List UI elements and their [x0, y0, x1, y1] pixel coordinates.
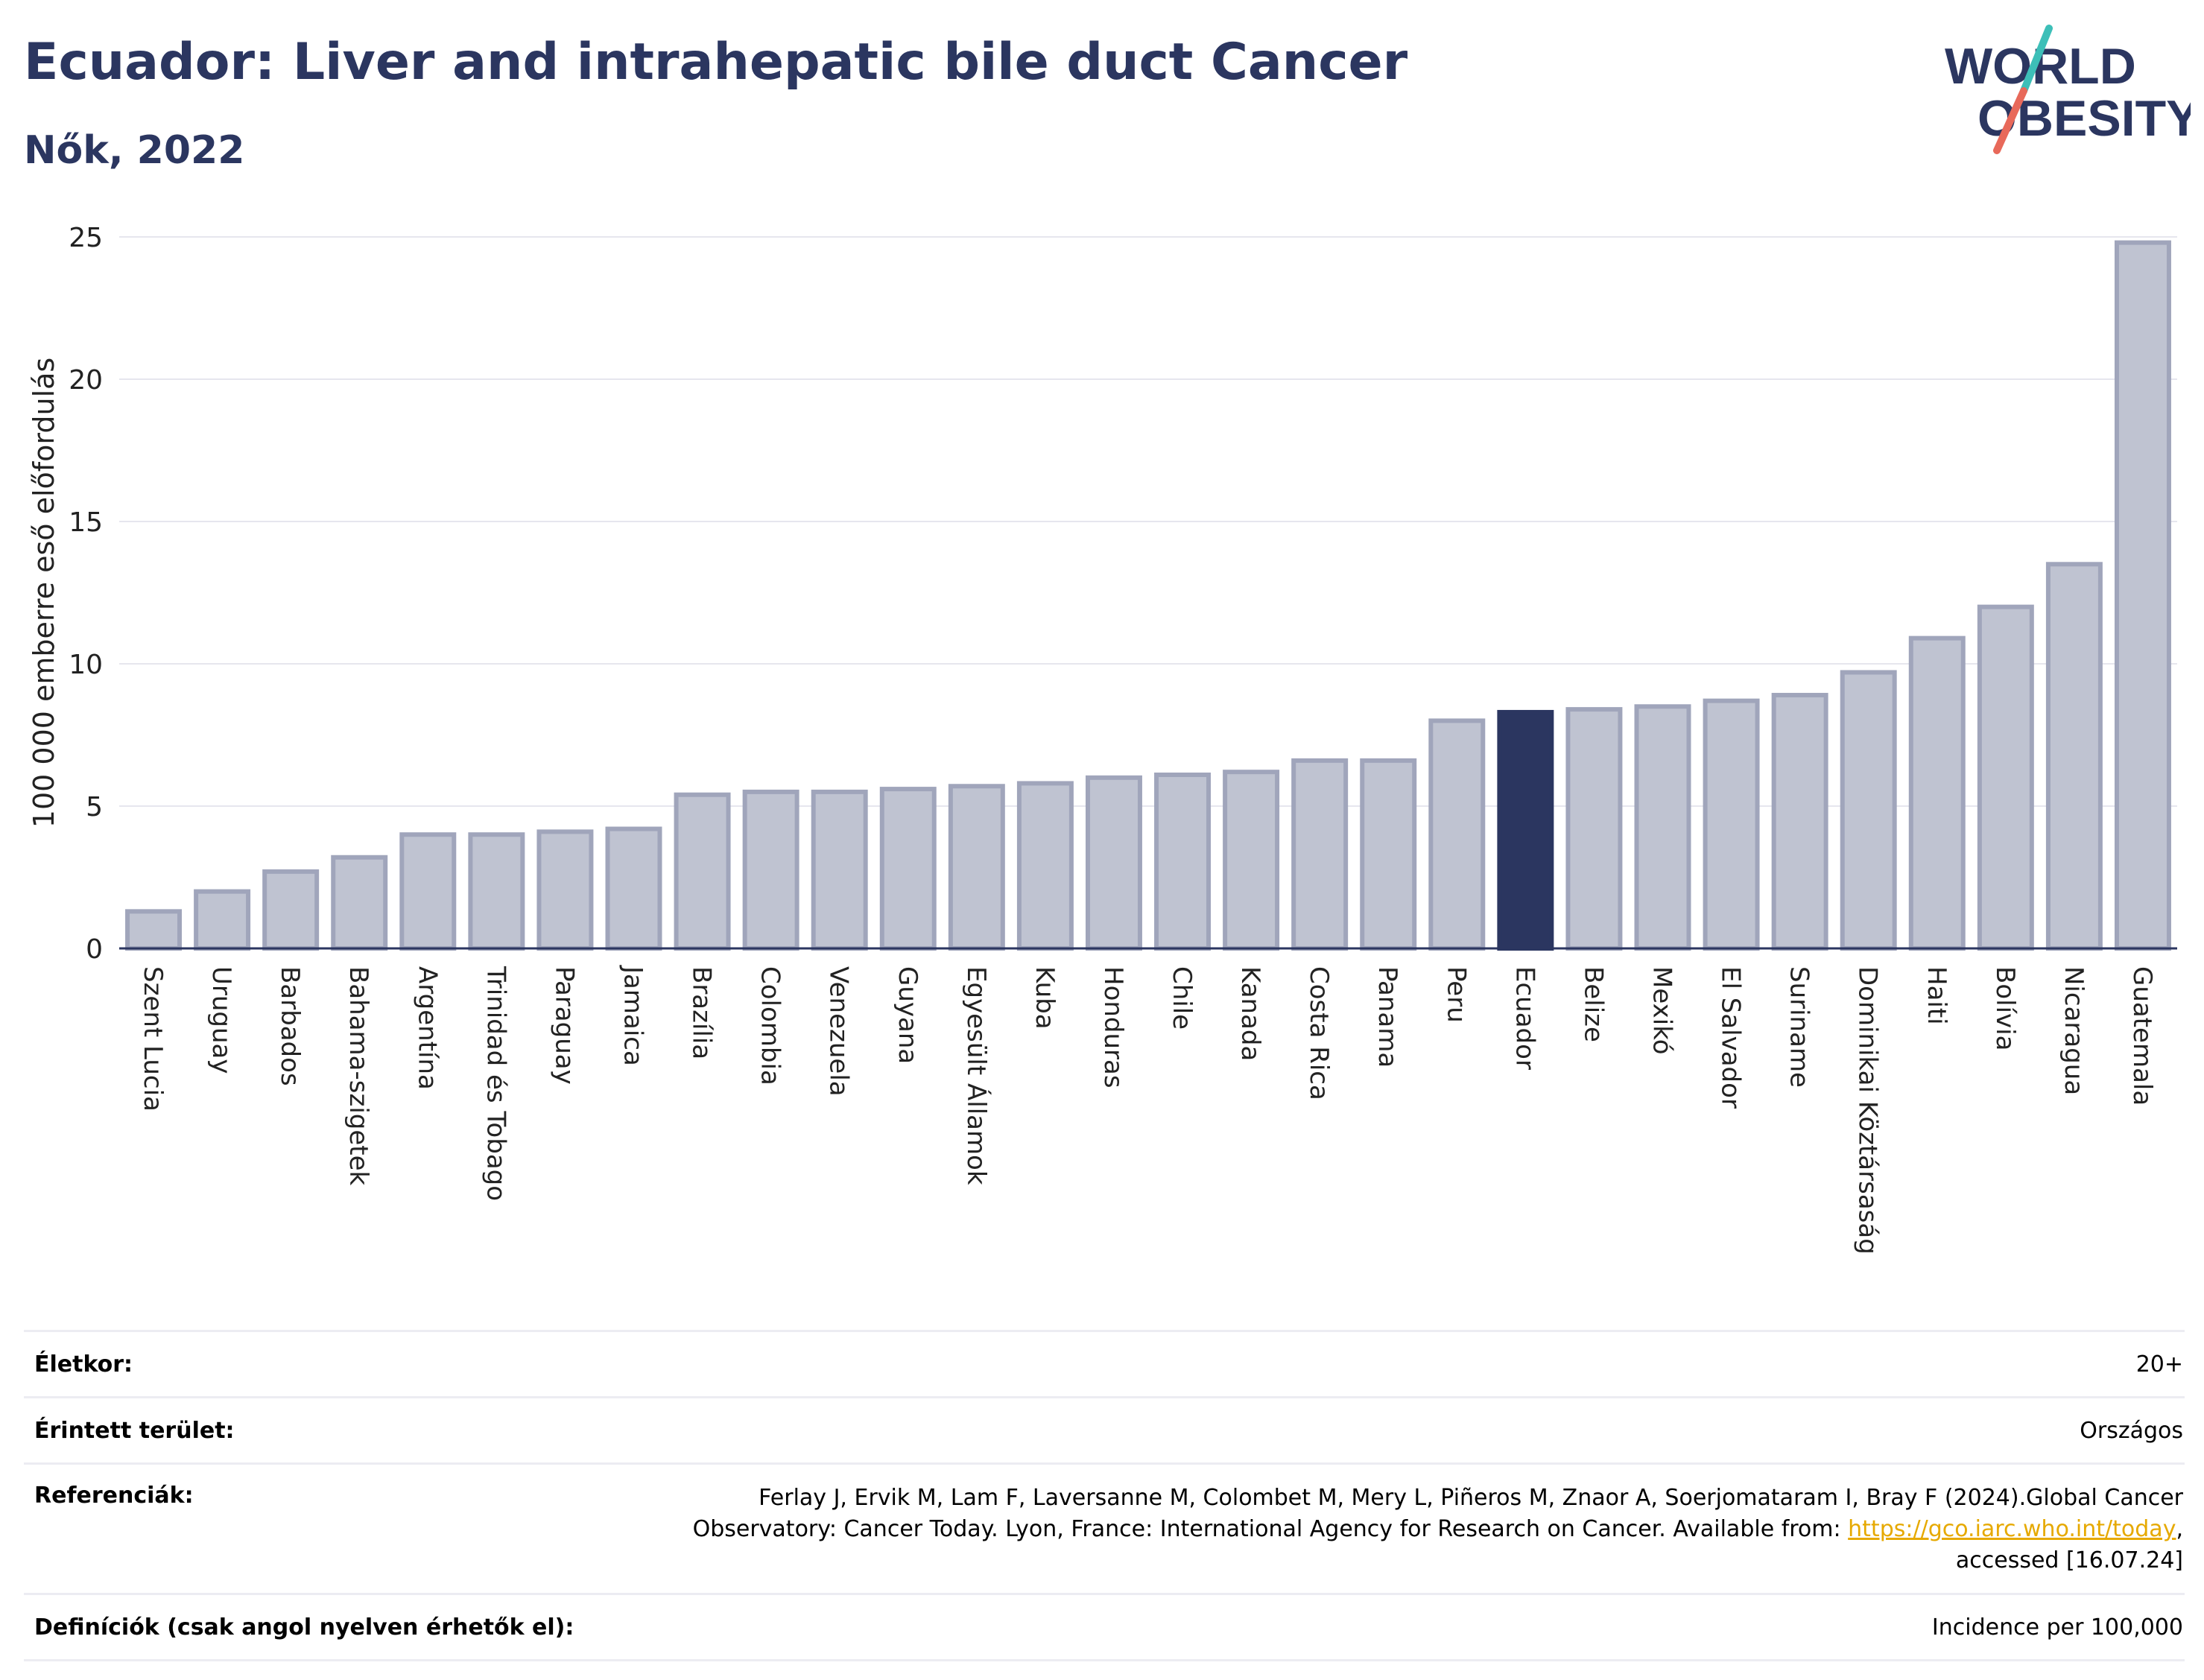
info-label-definitions: Definíciók (csak angol nyelven érhetők e…: [34, 1614, 574, 1641]
x-tick-label: Guatemala: [2127, 966, 2157, 1106]
bar-venezuela: [811, 789, 868, 951]
x-tick-label: Uruguay: [206, 966, 236, 1074]
bar-el-salvador: [1703, 698, 1760, 951]
x-tick-label: Ecuador: [1510, 966, 1539, 1070]
x-tick-label: Suriname: [1785, 966, 1814, 1088]
y-tick-label: 5: [86, 792, 103, 822]
reference-line-2: Observatory: Cancer Today. Lyon, France:…: [692, 1516, 1849, 1542]
bar-dominikai-köztársaság: [1840, 670, 1897, 951]
x-tick-label: Panama: [1372, 966, 1402, 1068]
bar-barbados: [262, 869, 320, 951]
info-row-age: Életkor: 20+: [24, 1330, 2185, 1396]
bar-argentína: [399, 832, 457, 951]
bar-uruguay: [194, 889, 251, 951]
bar-szent-lucia: [125, 909, 183, 951]
x-tick-label: Kanada: [1235, 966, 1265, 1061]
x-tick-label: Trinidad és Tobago: [481, 966, 510, 1201]
bar-ecuador: [1497, 709, 1554, 951]
logo-slash-bottom: [1993, 87, 2027, 154]
reference-line-3: accessed [16.07.24]: [1955, 1547, 2183, 1573]
bar-trinidad-és-tobago: [468, 832, 525, 951]
y-tick-label: 0: [86, 934, 103, 965]
bar-bolívia: [1977, 604, 2034, 951]
x-tick-label: Haiti: [1922, 966, 1951, 1025]
bar-egyesült-államok: [948, 784, 1005, 951]
chart-subtitle: Nők, 2022: [24, 128, 245, 173]
x-tick-label: Guyana: [893, 966, 922, 1064]
bar-belize: [1565, 707, 1623, 951]
x-tick-label: Brazília: [687, 966, 717, 1059]
bar-colombia: [742, 789, 799, 951]
info-table: Életkor: 20+ Érintett terület: Országos …: [24, 1330, 2185, 1661]
x-tick-label: El Salvador: [1716, 966, 1746, 1109]
x-tick-label: Mexikó: [1647, 966, 1677, 1055]
world-obesity-logo: WORLD OBESITY: [1945, 25, 2191, 154]
bar-paraguay: [536, 829, 594, 951]
x-tick-label: Colombia: [756, 966, 785, 1085]
x-tick-label: Honduras: [1098, 966, 1128, 1088]
bar-costa-rica: [1291, 758, 1349, 951]
x-tick-label: Nicaragua: [2059, 966, 2089, 1095]
x-tick-label: Bahama-szigetek: [343, 966, 373, 1186]
info-value-area: Országos: [2080, 1418, 2183, 1444]
info-label-area: Érintett terület:: [34, 1418, 235, 1444]
logo-slash-top: [2020, 25, 2053, 95]
reference-link[interactable]: https://gco.iarc.who.int/today: [1848, 1516, 2176, 1542]
bar-panama: [1360, 758, 1417, 951]
info-value-references: Ferlay J, Ervik M, Lam F, Laversanne M, …: [693, 1483, 2185, 1576]
bar-chart: 0 5 10 15 20 25 100 000 emberre eső előfordulá…: [28, 223, 2177, 1255]
reference-line-2-end: ,: [2176, 1516, 2183, 1542]
bar-haiti: [1908, 635, 1966, 951]
bar-bahama-szigetek: [331, 855, 388, 951]
x-tick-label: Szent Lucia: [138, 966, 168, 1112]
bar-kuba: [1016, 781, 1074, 951]
y-tick-label: 15: [69, 507, 103, 538]
x-tick-label: Bolívia: [1990, 966, 2020, 1050]
bar-kanada: [1223, 770, 1280, 951]
bar-honduras: [1085, 775, 1142, 951]
x-tick-label: Belize: [1578, 966, 1608, 1042]
x-tick-label: Venezuela: [824, 966, 854, 1097]
info-row-area: Érintett terület: Országos: [24, 1396, 2185, 1462]
bar-chile: [1154, 772, 1212, 951]
bar-peru: [1428, 718, 1486, 951]
bar-guatemala: [2114, 240, 2171, 951]
info-value-definitions: Incidence per 100,000: [1931, 1614, 2183, 1641]
info-label-age: Életkor:: [34, 1351, 133, 1378]
x-tick-label: Argentína: [412, 966, 442, 1090]
x-tick-label: Chile: [1167, 966, 1197, 1030]
bar-guyana: [879, 787, 937, 951]
chart-title: Ecuador: Liver and intrahepatic bile duc…: [24, 33, 1408, 92]
info-row-references: Referenciák: Ferlay J, Ervik M, Lam F, L…: [24, 1462, 2185, 1593]
bar-brazília: [674, 792, 731, 951]
y-tick-label: 10: [69, 650, 103, 680]
bar-jamaica: [605, 826, 662, 951]
info-row-definitions: Definíciók (csak angol nyelven érhetők e…: [24, 1593, 2185, 1661]
bar-nicaragua: [2045, 562, 2103, 951]
y-tick-label: 25: [69, 223, 103, 253]
info-value-age: 20+: [2135, 1351, 2183, 1378]
x-tick-label: Egyesült Államok: [961, 966, 992, 1185]
x-tick-label: Barbados: [275, 966, 305, 1086]
bar-suriname: [1771, 693, 1828, 951]
x-tick-label: Peru: [1441, 966, 1471, 1023]
x-tick-label: Costa Rica: [1304, 966, 1334, 1100]
reference-line-1: Ferlay J, Ervik M, Lam F, Laversanne M, …: [759, 1485, 2183, 1511]
y-axis-title: 100 000 emberre eső előfordulás: [28, 358, 60, 828]
x-tick-label: Kuba: [1030, 966, 1060, 1030]
x-tick-label: Paraguay: [549, 966, 579, 1085]
info-label-references: Referenciák:: [34, 1483, 194, 1509]
x-tick-label: Jamaica: [618, 965, 648, 1066]
bar-mexikó: [1634, 704, 1691, 951]
x-tick-label: Dominikai Köztársaság: [1853, 966, 1883, 1255]
y-tick-label: 20: [69, 365, 103, 396]
